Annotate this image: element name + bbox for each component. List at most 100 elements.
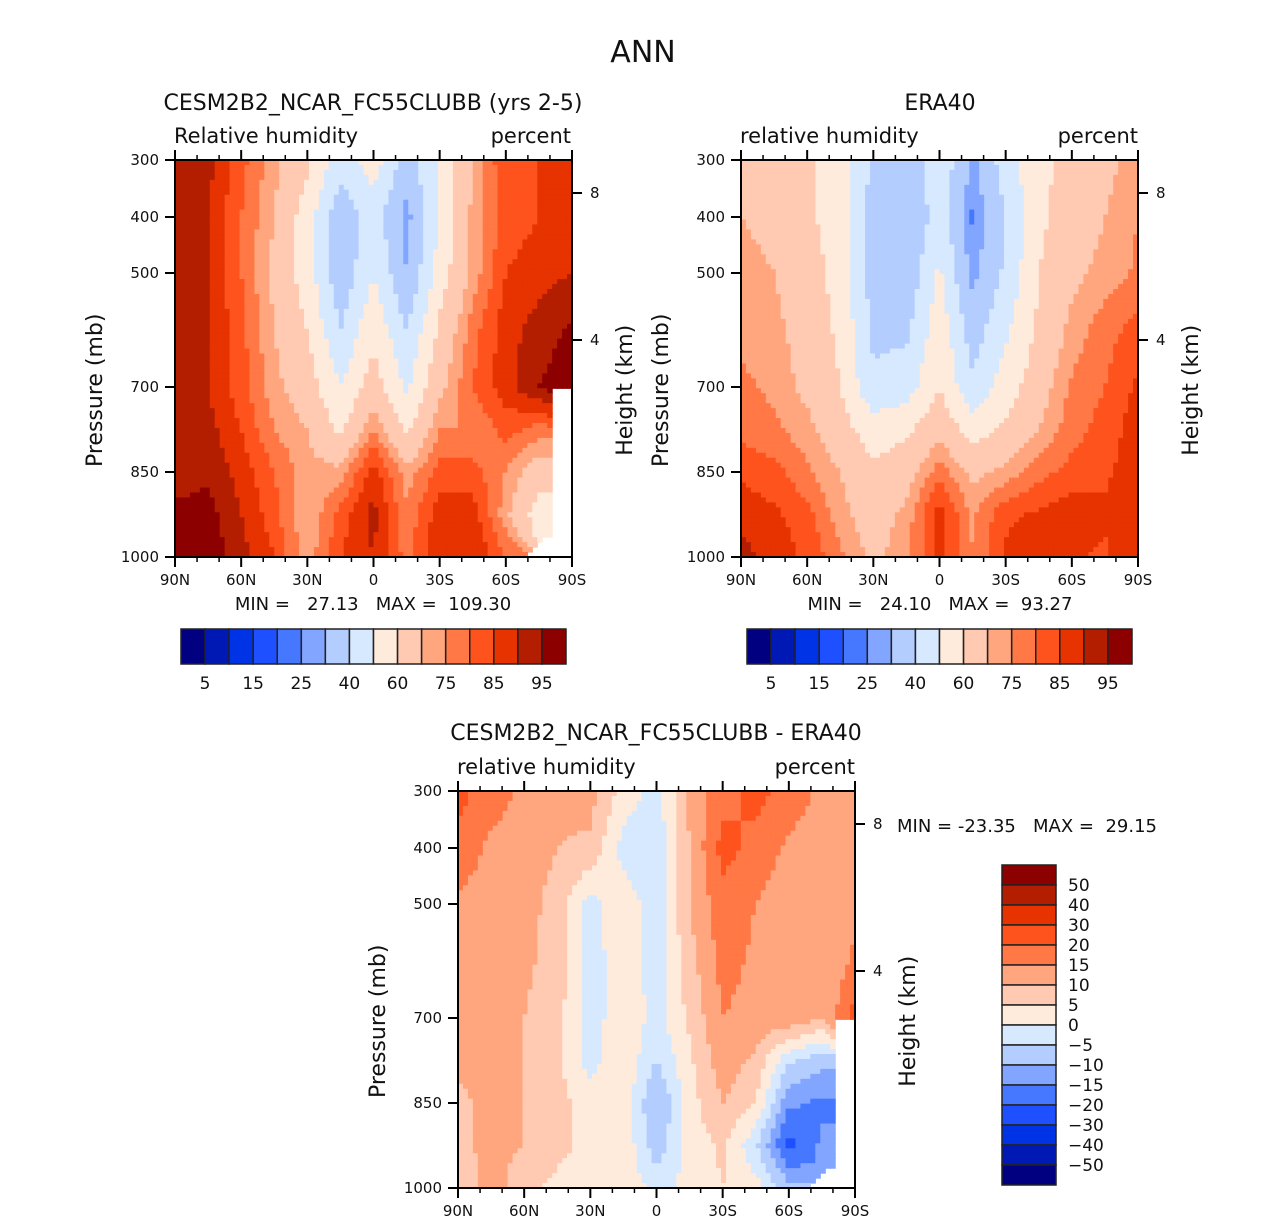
contour-cell [552,254,558,260]
contour-cell [378,328,385,335]
contour-cell [279,194,285,201]
contour-cell [175,169,181,176]
contour-cell [234,427,241,434]
contour-cell [482,289,489,295]
contour-cell [562,259,568,265]
contour-cell [378,274,385,280]
contour-cell [467,214,474,221]
contour-cell [567,333,573,340]
contour-cell [249,274,255,280]
contour-cell [175,284,181,290]
contour-cell [492,169,499,176]
contour-cell [557,249,563,255]
contour-cell [368,239,375,245]
contour-cell [269,179,275,186]
contour-cell [219,408,226,414]
contour-cell [214,254,221,260]
contour-cell [328,244,335,250]
contour-cell [284,254,290,260]
contour-cell [323,269,330,275]
contour-cell [338,457,345,464]
contour-cell [497,383,504,389]
contour-cell [224,259,231,265]
contour-cell [254,174,260,181]
contour-cell [428,279,434,285]
contour-cell [199,363,206,370]
contour-cell [204,447,211,454]
contour-cell [547,289,553,295]
contour-cell [289,462,295,469]
contour-cell [378,179,385,186]
contour-cell [269,353,275,360]
contour-cell [413,209,419,216]
contour-cell [547,353,553,360]
contour-cell [487,348,494,355]
contour-cell [328,423,335,429]
contour-cell [537,383,543,389]
contour-cell [492,189,499,196]
contour-cell [358,413,365,419]
contour-cell [482,219,489,226]
contour-cell [209,378,216,384]
contour-cell [224,452,231,459]
contour-cell [279,249,285,255]
contour-cell [378,408,385,414]
contour-cell [229,418,236,424]
contour-cell [403,189,409,196]
contour-cell [204,229,211,236]
contour-cell [537,418,543,424]
contour-cell [175,403,181,409]
contour-cell [467,393,474,399]
contour-cell [189,398,196,404]
contour-cell [209,442,216,449]
contour-cell [398,348,404,355]
contour-cell [209,164,216,171]
contour-cell [383,333,389,340]
contour-cell [328,338,335,345]
contour-cell [184,293,191,300]
contour-cell [194,179,201,186]
contour-cell [353,199,360,206]
contour-cell [368,447,375,454]
contour-cell [547,447,553,454]
contour-cell [433,383,439,389]
contour-cell [224,333,231,340]
contour-cell [537,264,543,270]
contour-cell [209,189,216,196]
contour-cell [403,308,409,315]
contour-cell [274,194,280,201]
contour-cell [487,457,494,464]
contour-cell [209,368,216,374]
contour-cell [239,363,246,370]
contour-cell [313,254,320,260]
contour-cell [507,388,514,394]
contour-cell [249,432,255,439]
contour-cell [457,289,464,295]
contour-cell [438,328,444,335]
contour-cell [457,413,464,419]
contour-cell [452,279,459,285]
contour-cell [353,348,360,355]
contour-cell [289,169,295,176]
contour-cell [219,303,226,310]
contour-cell [328,373,335,379]
contour-cell [353,234,360,240]
contour-cell [239,229,246,236]
contour-cell [254,234,260,240]
contour-cell [497,328,504,335]
contour-cell [323,279,330,285]
contour-cell [284,264,290,270]
contour-cell [442,368,449,374]
contour-cell [542,303,548,310]
contour-cell [457,427,464,434]
contour-cell [209,313,216,320]
contour-cell [304,214,310,221]
contour-cell [279,373,285,379]
contour-cell [249,209,255,216]
contour-cell [239,333,246,340]
contour-cell [527,363,533,370]
contour-cell [254,229,260,236]
contour-cell [482,408,489,414]
contour-cell [249,472,255,479]
contour-cell [214,209,221,216]
